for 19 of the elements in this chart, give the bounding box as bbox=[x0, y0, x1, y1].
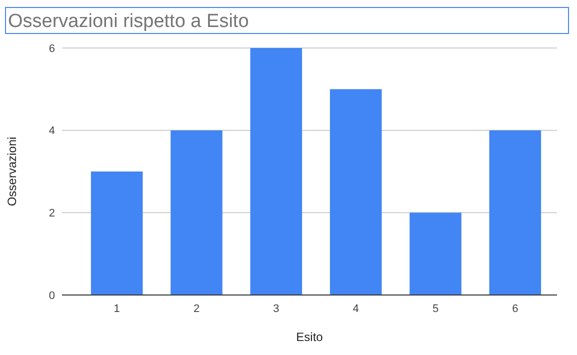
bar bbox=[410, 212, 462, 295]
bar bbox=[489, 130, 542, 295]
bar bbox=[90, 172, 143, 295]
bar bbox=[250, 48, 302, 295]
x-axis-title: Esito bbox=[296, 330, 324, 344]
bar bbox=[170, 130, 222, 295]
x-tick-label: 4 bbox=[352, 303, 359, 315]
x-tick-label: 3 bbox=[273, 303, 280, 315]
y-tick-label: 2 bbox=[48, 208, 55, 220]
chart-title: Osservazioni rispetto a Esito bbox=[8, 11, 249, 32]
y-tick-label: 0 bbox=[48, 290, 55, 302]
x-tick-label: 5 bbox=[432, 303, 439, 315]
y-tick-label: 6 bbox=[48, 42, 55, 55]
y-axis-title: Osservazioni bbox=[5, 136, 19, 206]
x-tick-label: 1 bbox=[114, 303, 120, 315]
y-tick-label: 4 bbox=[48, 125, 55, 138]
bar bbox=[330, 89, 382, 295]
x-tick-label: 6 bbox=[512, 303, 518, 315]
x-tick-label: 2 bbox=[193, 303, 200, 315]
